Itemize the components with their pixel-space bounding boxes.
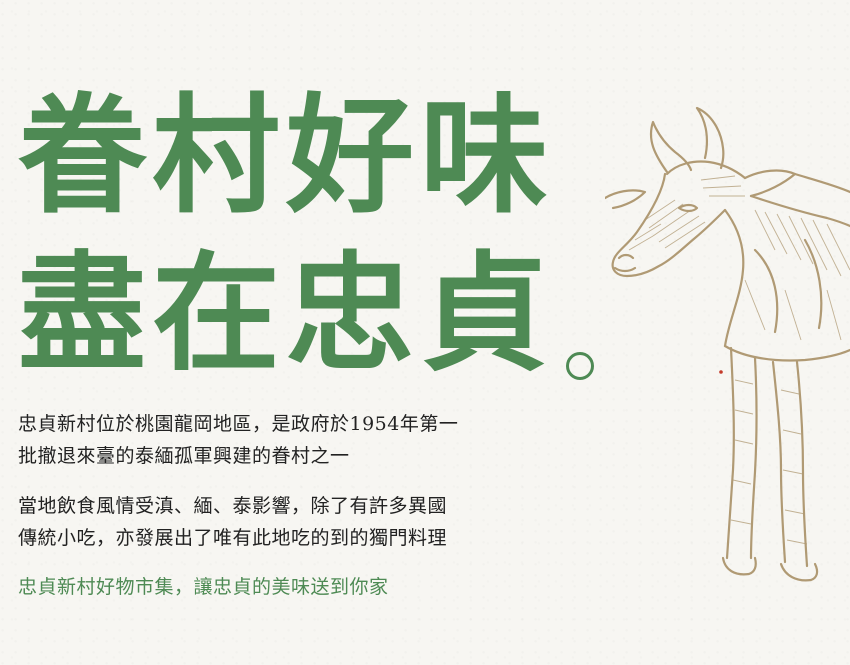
culture-line-1: 當地飲食風情受滇、緬、泰影響，除了有許多異國 [18,495,448,517]
market-tagline: 忠貞新村好物市集，讓忠貞的美味送到你家 [18,571,389,603]
headline-period-mark [566,352,594,380]
water-buffalo-illustration-icon [605,106,850,582]
tagline-text: 忠貞新村好物市集，讓忠貞的美味送到你家 [18,576,389,598]
headline-line-1: 眷村好味 [18,81,555,231]
intro-line-2: 批撤退來臺的泰緬孤軍興建的眷村之一 [18,445,350,467]
culture-paragraph: 當地飲食風情受滇、緬、泰影響，除了有許多異國 傳統小吃，亦發展出了唯有此地吃的到… [18,490,447,554]
intro-line-1: 忠貞新村位於桃園龍岡地區，是政府於1954年第一 [18,413,459,435]
intro-paragraph: 忠貞新村位於桃園龍岡地區，是政府於1954年第一 批撤退來臺的泰緬孤軍興建的眷村… [18,408,458,472]
headline-line-2: 盡在忠貞 [18,239,555,389]
culture-line-2: 傳統小吃，亦發展出了唯有此地吃的到的獨門料理 [18,527,448,549]
